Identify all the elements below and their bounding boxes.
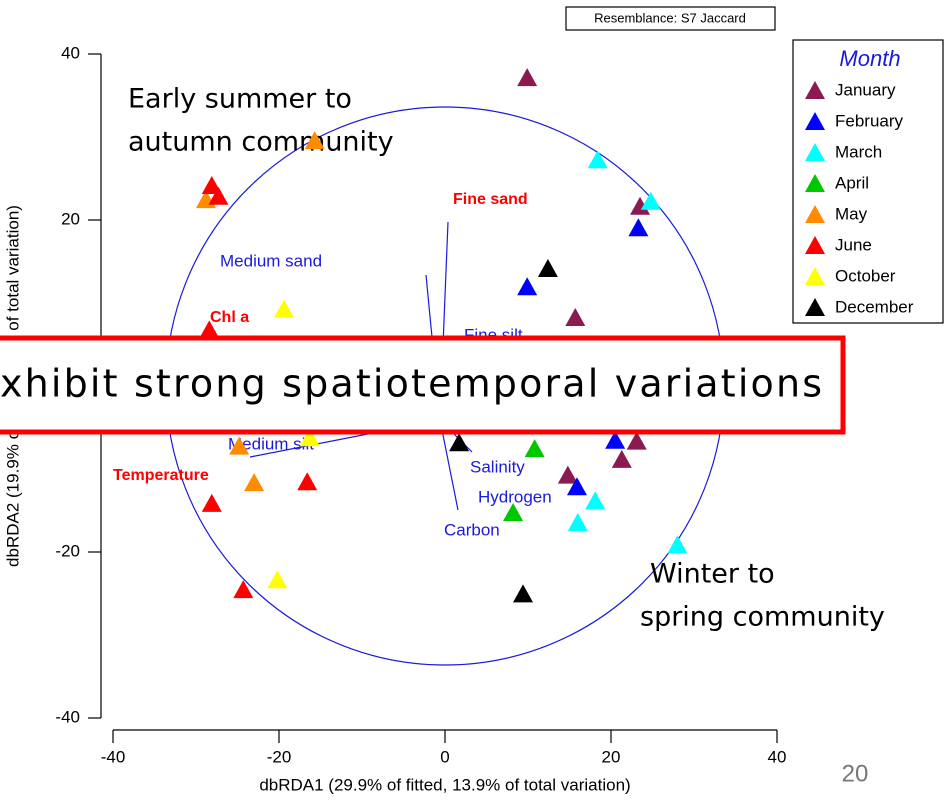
y-tick-label: -40 (55, 707, 80, 726)
annotation: spring community (640, 602, 885, 633)
point (297, 472, 318, 491)
point (267, 570, 288, 589)
vector (439, 419, 459, 511)
point (273, 299, 294, 318)
point (557, 465, 578, 484)
point (201, 175, 222, 194)
legend-label: April (835, 173, 869, 192)
legend: January February March April May June October D… (805, 80, 914, 316)
annotation: autumn community (128, 127, 394, 158)
vector-label: Salinity (470, 457, 525, 476)
legend-label: May (835, 204, 868, 223)
point (537, 258, 558, 277)
point (628, 218, 649, 237)
resemblance-box (565, 6, 776, 31)
point (517, 68, 538, 87)
point (513, 584, 534, 603)
legend-label: December (835, 297, 914, 316)
legend-marker (805, 81, 825, 99)
legend-marker (805, 143, 825, 161)
vector-label: Chl a (210, 309, 249, 326)
legend-label: October (835, 266, 896, 285)
legend-marker (805, 205, 825, 223)
vector-label: Medium sand (220, 251, 322, 270)
vector-label: Temperature (113, 467, 209, 484)
point (199, 320, 220, 339)
legend-label: February (835, 111, 904, 130)
point (229, 436, 250, 455)
point (611, 449, 632, 468)
vector-label: Medium silt (228, 434, 314, 453)
banner-text: xhibit strong spatiotemporal variations (0, 362, 822, 406)
annotation: Winter to (650, 559, 775, 590)
points (195, 68, 688, 603)
point (567, 512, 588, 531)
y-tick-label: -20 (55, 541, 80, 560)
legend-label: June (835, 235, 872, 254)
y-tick-label: 40 (61, 43, 80, 62)
vector-label: Carbon (444, 520, 500, 539)
point (605, 430, 626, 449)
legend-marker (805, 174, 825, 192)
legend-label: January (835, 80, 896, 99)
banner-box (0, 335, 846, 435)
point (208, 186, 229, 205)
point (626, 431, 647, 450)
point (587, 150, 608, 169)
vector-label: Fine sand (453, 191, 528, 208)
slide-number: 20 (842, 760, 869, 787)
point (449, 433, 470, 452)
legend-title: Month (839, 46, 900, 71)
x-tick-label: -40 (101, 747, 126, 766)
vector-label: Hydrogen (478, 487, 552, 506)
legend-marker (805, 236, 825, 254)
point (566, 477, 587, 496)
point (517, 277, 538, 296)
point (585, 491, 606, 510)
point (233, 580, 254, 599)
y-tick-label: 20 (61, 209, 80, 228)
resemblance-label: Resemblance: S7 Jaccard (594, 10, 746, 25)
legend-marker (805, 112, 825, 130)
point (524, 439, 545, 458)
x-tick-label: 20 (602, 747, 621, 766)
x-tick-label: -20 (267, 747, 292, 766)
point (667, 535, 688, 554)
legend-marker (805, 298, 825, 316)
legend-label: March (835, 142, 882, 161)
point (201, 493, 222, 512)
annotation: Early summer to (128, 84, 352, 115)
x-tick-label: 0 (440, 747, 449, 766)
point (299, 428, 320, 447)
point (503, 502, 524, 521)
point (304, 131, 325, 150)
point (640, 191, 661, 210)
point (630, 196, 651, 215)
x-axis-label: dbRDA1 (29.9% of fitted, 13.9% of total … (259, 775, 630, 794)
point (244, 473, 265, 492)
x-tick-label: 40 (768, 747, 787, 766)
point (565, 307, 586, 326)
legend-marker (805, 267, 825, 285)
